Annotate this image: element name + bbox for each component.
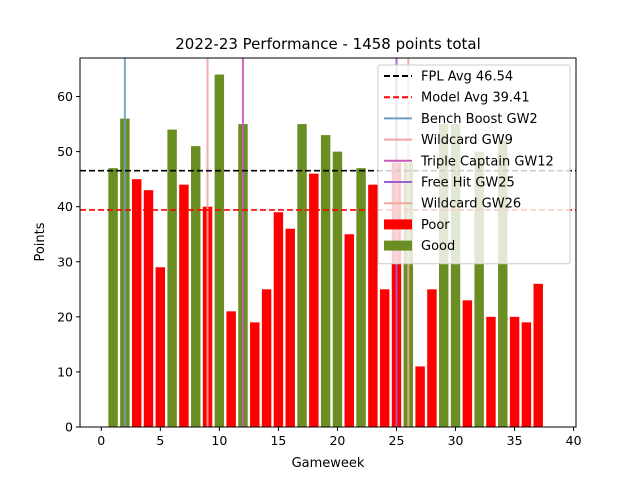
bar-poor-gw14 — [261, 289, 272, 427]
bar-poor-gw36 — [521, 322, 532, 427]
x-tick-label: 0 — [97, 433, 105, 448]
y-axis-label: Points — [33, 222, 48, 261]
bar-poor-gw13 — [250, 322, 260, 427]
legend-label-good: Good — [421, 239, 455, 254]
y-tick-label: 40 — [57, 199, 73, 214]
legend-label-wildcard-gw9: Wildcard GW9 — [421, 133, 513, 148]
bar-good-gw19 — [320, 135, 331, 427]
legend-label-model-avg-39-41: Model Avg 39.41 — [421, 91, 530, 106]
bar-poor-gw33 — [486, 316, 496, 427]
bar-good-gw34 — [498, 140, 508, 427]
bar-good-gw29 — [439, 124, 449, 428]
bar-poor-gw4 — [143, 190, 154, 427]
bar-good-gw8 — [191, 146, 201, 428]
y-tick-label: 10 — [57, 364, 73, 379]
bar-good-gw22 — [356, 168, 366, 428]
y-tick-label: 50 — [57, 144, 73, 159]
plot-frame — [79, 57, 577, 428]
x-tick-label: 10 — [211, 433, 227, 448]
bar-poor-gw11 — [226, 311, 236, 427]
legend-items: FPL Avg 46.54 Model Avg 39.41 Bench Boost … — [384, 70, 554, 254]
bar-poor-gw31 — [462, 300, 473, 427]
y-tick-label: 20 — [57, 309, 73, 324]
x-axis-label: Gameweek — [292, 456, 365, 471]
bar-good-gw32 — [474, 151, 484, 427]
x-tick-label: 25 — [389, 433, 405, 448]
legend-swatch-poor — [384, 219, 412, 230]
bar-poor-gw3 — [131, 179, 142, 427]
bar-good-gw30 — [450, 124, 461, 428]
bar-poor-gw18 — [309, 173, 319, 427]
bar-poor-gw21 — [344, 234, 354, 427]
bar-good-gw6 — [167, 129, 177, 427]
bar-poor-gw7 — [179, 184, 189, 427]
y-tick-label: 60 — [57, 89, 73, 104]
bar-good-gw20 — [332, 151, 343, 427]
chart-title: 2022-23 Performance - 1458 points total — [175, 35, 481, 53]
legend-label-triple-captain-gw12: Triple Captain GW12 — [420, 154, 554, 169]
x-tick-label: 40 — [566, 433, 582, 448]
y-axis-ticks: 0 10 20 30 40 50 60 — [57, 89, 80, 435]
legend-box — [377, 64, 571, 265]
bar-good-gw10 — [214, 74, 225, 427]
legend-label-free-hit-gw25: Free Hit GW25 — [421, 176, 515, 191]
bar-poor-gw5 — [155, 267, 166, 427]
bar-good-gw1 — [108, 168, 118, 428]
bar-poor-gw15 — [273, 212, 284, 427]
bar-poor-gw27 — [415, 366, 425, 427]
bar-poor-gw23 — [368, 184, 378, 427]
bar-poor-gw37 — [533, 283, 543, 427]
legend-label-bench-boost-gw2: Bench Boost GW2 — [421, 112, 538, 127]
legend-swatch-good — [384, 240, 412, 251]
legend-label-fpl-avg-46-54: FPL Avg 46.54 — [421, 70, 513, 85]
x-tick-label: 20 — [329, 433, 345, 448]
x-tick-label: 5 — [156, 433, 164, 448]
bar-poor-gw28 — [427, 289, 437, 427]
bar-good-gw17 — [297, 124, 307, 428]
bar-poor-gw24 — [379, 289, 390, 427]
y-tick-label: 0 — [65, 420, 73, 435]
legend: FPL Avg 46.54 Model Avg 39.41 Bench Boost … — [377, 64, 571, 265]
x-tick-label: 35 — [507, 433, 523, 448]
x-tick-label: 30 — [448, 433, 464, 448]
x-tick-label: 15 — [270, 433, 286, 448]
legend-label-poor: Poor — [421, 218, 450, 233]
y-tick-label: 30 — [57, 254, 73, 269]
bar-poor-gw16 — [285, 228, 295, 427]
bar-poor-gw35 — [509, 316, 520, 427]
x-axis-ticks: 0 5 10 15 20 25 30 35 40 — [97, 427, 582, 448]
legend-label-wildcard-gw26: Wildcard GW26 — [421, 197, 521, 212]
average-lines-layer — [80, 169, 576, 211]
